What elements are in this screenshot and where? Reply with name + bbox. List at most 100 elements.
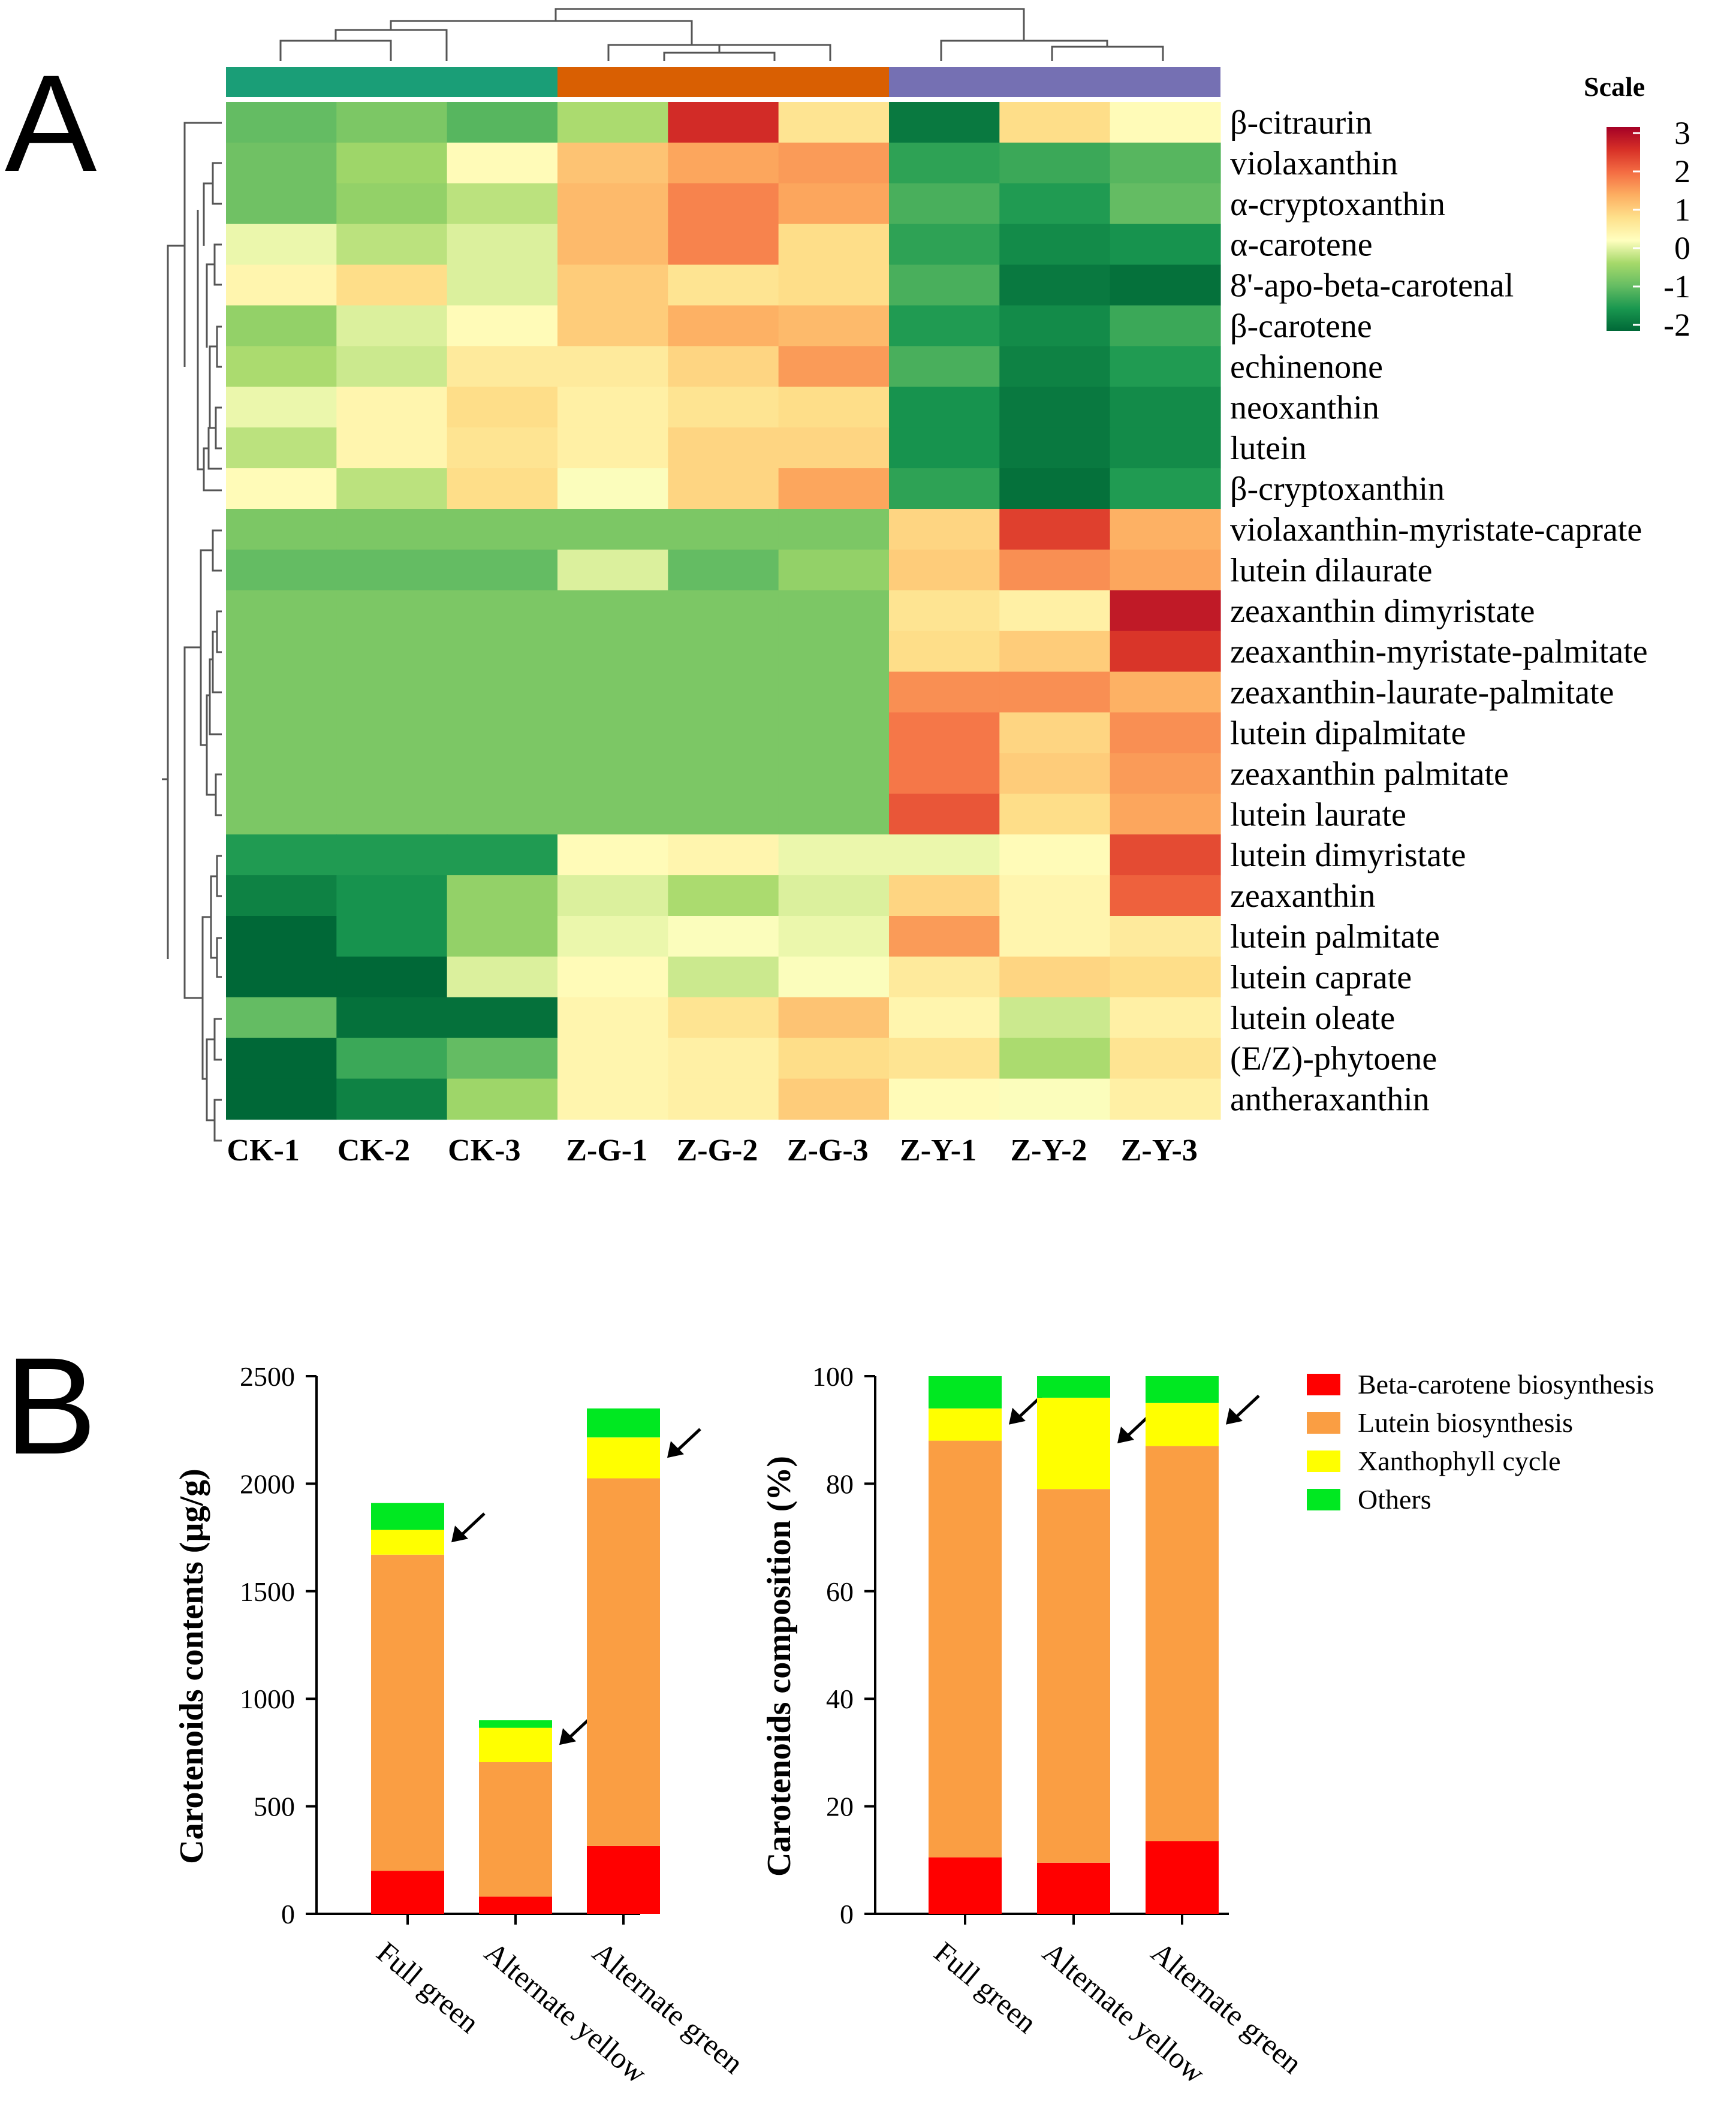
heatmap-cell: [1110, 305, 1221, 346]
scale-title: Scale: [1584, 71, 1645, 102]
heatmap-cell: [888, 305, 1000, 346]
bar-segment-lutein: [929, 1440, 1002, 1857]
heatmap-cell: [226, 549, 337, 591]
legend-swatch-beta-carotene: [1307, 1374, 1340, 1395]
heatmap-column-label: CK-1: [227, 1133, 300, 1168]
heatmap-cell: [336, 997, 448, 1039]
heatmap-cell: [447, 956, 558, 998]
bar-segment-lutein: [1146, 1446, 1219, 1841]
heatmap-row-label: lutein dipalmitate: [1230, 715, 1466, 752]
scale-tick-label: 2: [1674, 153, 1690, 189]
heatmap-cell: [226, 794, 337, 835]
heatmap-cell: [557, 834, 668, 876]
heatmap-cell: [999, 1038, 1111, 1079]
heatmap-cell: [999, 834, 1111, 876]
heatmap-cell: [336, 102, 448, 143]
heatmap-cell: [226, 102, 337, 143]
heatmap-cell: [778, 142, 890, 184]
heatmap-cell: [778, 427, 890, 469]
heatmap-cell: [668, 305, 779, 346]
heatmap-cell: [888, 224, 1000, 266]
y-tick-label: 40: [826, 1684, 854, 1714]
heatmap-row-label: zeaxanthin-laurate-palmitate: [1230, 674, 1614, 711]
heatmap-cell: [668, 183, 779, 225]
scale-tick-label: 3: [1674, 115, 1690, 151]
heatmap-cell: [336, 346, 448, 387]
bar-segment-others: [587, 1408, 660, 1438]
heatmap-cell: [999, 142, 1111, 184]
heatmap-cell: [557, 997, 668, 1039]
heatmap-row-label: lutein laurate: [1230, 796, 1406, 833]
panel-a-letter: A: [5, 46, 97, 200]
heatmap-cell: [447, 183, 558, 225]
bar-segment-others: [371, 1503, 444, 1530]
heatmap-cell: [557, 1038, 668, 1079]
heatmap-cell: [1110, 916, 1221, 957]
heatmap-cell: [999, 997, 1111, 1039]
heatmap-cell: [999, 509, 1111, 550]
heatmap-row-label: α-cryptoxanthin: [1230, 186, 1445, 223]
heatmap-cell: [1110, 387, 1221, 428]
heatmap-row-label: lutein dilaurate: [1230, 552, 1432, 589]
heatmap-cell: [557, 427, 668, 469]
heatmap-cell: [336, 224, 448, 266]
bar-segment-lutein: [587, 1478, 660, 1846]
y-tick-label: 1500: [240, 1576, 295, 1607]
heatmap-cell: [888, 956, 1000, 998]
heatmap-cell: [447, 794, 558, 835]
group-bar-zg: [557, 67, 889, 97]
heatmap-cell: [888, 712, 1000, 753]
scale-gradient-bar: [1607, 127, 1640, 331]
heatmap-cell: [226, 387, 337, 428]
y-tick-label: 100: [812, 1361, 854, 1392]
legend-swatch-xanthophyll: [1307, 1450, 1340, 1472]
heatmap-cell: [557, 142, 668, 184]
heatmap-cell: [999, 631, 1111, 673]
heatmap-cell: [778, 671, 890, 713]
y-tick-label: 0: [281, 1899, 295, 1929]
heatmap-cell: [447, 631, 558, 673]
heatmap-cell: [336, 305, 448, 346]
heatmap-cell: [668, 875, 779, 916]
composition-y-axis-title: Carotenoids composition (%): [761, 1456, 798, 1877]
heatmap-cell: [999, 102, 1111, 143]
heatmap-cell: [447, 712, 558, 753]
heatmap-cell: [557, 468, 668, 509]
heatmap-cell: [778, 997, 890, 1039]
heatmap-cell: [336, 427, 448, 469]
heatmap-cell: [336, 671, 448, 713]
heatmap-cell: [557, 549, 668, 591]
heatmap-cell: [888, 387, 1000, 428]
heatmap-column-labels: CK-1 CK-2 CK-3 Z-G-1 Z-G-2 Z-G-3 Z-Y-1 Z-Y-2 Z-Y…: [227, 1133, 1198, 1168]
y-tick-label: 0: [840, 1899, 854, 1929]
heatmap-cell: [447, 1038, 558, 1079]
heatmap-cell: [226, 305, 337, 346]
heatmap-cell: [226, 671, 337, 713]
heatmap-cell: [668, 142, 779, 184]
y-tick-label: 80: [826, 1468, 854, 1499]
heatmap-cell: [447, 834, 558, 876]
heatmap-cell: [778, 224, 890, 266]
heatmap-cell: [1110, 875, 1221, 916]
group-bar-zy: [889, 67, 1220, 97]
heatmap-cell: [1110, 142, 1221, 184]
heatmap-cell: [778, 305, 890, 346]
heatmap-cell: [226, 631, 337, 673]
heatmap-cell: [888, 753, 1000, 794]
heatmap-cell: [1110, 671, 1221, 713]
bar-segment-xanthophyll: [929, 1408, 1002, 1441]
heatmap-cell: [668, 549, 779, 591]
heatmap-cell: [557, 794, 668, 835]
heatmap-cell: [447, 753, 558, 794]
heatmap-cell: [888, 183, 1000, 225]
heatmap-cell: [888, 142, 1000, 184]
heatmap-cell: [888, 834, 1000, 876]
heatmap-cell: [668, 1038, 779, 1079]
bar-segment-others: [1037, 1376, 1110, 1398]
panel-b-bar-charts: B Carotenoids contents (µg/g) 0500100015…: [5, 1329, 1654, 2090]
scale-tick-label: -1: [1663, 269, 1690, 304]
heatmap-cell: [888, 1038, 1000, 1079]
heatmap-column-label: CK-3: [448, 1133, 520, 1168]
heatmap-cell: [226, 224, 337, 266]
